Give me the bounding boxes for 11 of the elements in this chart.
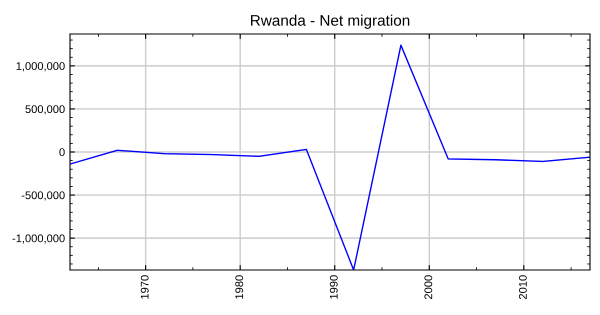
y-tick-label: 0: [59, 148, 65, 156]
x-tick-label: 1990: [330, 275, 338, 299]
x-tick-label: 1970: [140, 275, 149, 299]
y-tick-label: 500,000: [25, 105, 65, 114]
x-tick-label: 2010: [518, 275, 527, 300]
y-tick-label: 1,000,000: [16, 62, 65, 72]
y-tick-label: -1,000,000: [12, 234, 65, 244]
chart-title: Rwanda - Net migration: [251, 14, 410, 29]
x-tick-label: 1980: [235, 275, 244, 299]
y-tick-label: -500,000: [22, 191, 65, 201]
x-tick-label: 2000: [424, 275, 432, 300]
